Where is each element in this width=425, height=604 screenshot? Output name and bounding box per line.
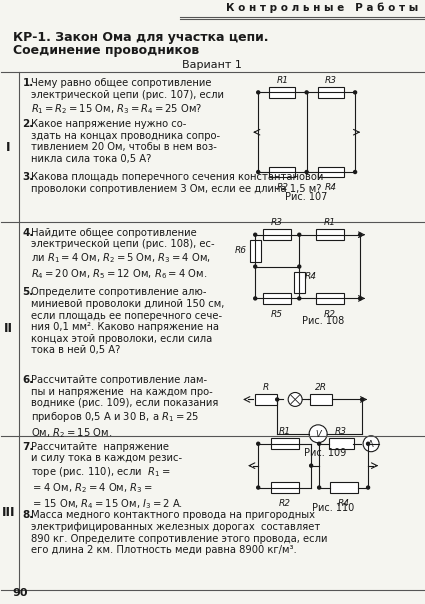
Text: Соединение проводников: Соединение проводников (12, 43, 198, 57)
Circle shape (276, 398, 279, 401)
Text: R1: R1 (276, 76, 289, 85)
Text: Какое напряжение нужно со-
здать на концах проводника сопро-
тивлением 20 Ом, чт: Какое напряжение нужно со- здать на конц… (31, 119, 220, 164)
Text: 2R: 2R (315, 383, 327, 392)
Text: R2: R2 (279, 499, 291, 508)
Circle shape (363, 435, 379, 452)
Circle shape (298, 265, 301, 268)
FancyBboxPatch shape (271, 439, 299, 449)
Text: A: A (368, 440, 374, 449)
Circle shape (257, 170, 260, 173)
Text: Рис. 107: Рис. 107 (286, 192, 328, 202)
Circle shape (367, 486, 370, 489)
FancyBboxPatch shape (318, 87, 344, 98)
Text: R3: R3 (335, 427, 347, 436)
Text: 90: 90 (12, 588, 28, 598)
Text: Какова площадь поперечного сечения константановой
проволоки сопротивлением 3 Ом,: Какова площадь поперечного сечения конст… (31, 172, 323, 194)
FancyBboxPatch shape (263, 293, 291, 304)
FancyBboxPatch shape (330, 482, 357, 493)
Text: 7.: 7. (23, 442, 34, 452)
Circle shape (298, 233, 301, 236)
Text: 3.: 3. (23, 172, 34, 182)
Text: Найдите общее сопротивление
электрической цепи (рис. 108), ес-
ли $R_1 = 4$ Ом, : Найдите общее сопротивление электрическо… (31, 228, 214, 281)
Circle shape (359, 233, 362, 236)
Circle shape (360, 398, 363, 401)
Text: Рассчитайте сопротивление лам-
пы и напряжение  на каждом про-
воднике (рис. 109: Рассчитайте сопротивление лам- пы и напр… (31, 375, 218, 440)
FancyBboxPatch shape (318, 167, 344, 178)
Circle shape (298, 297, 301, 300)
Text: R3: R3 (271, 218, 283, 227)
Text: R4: R4 (304, 272, 316, 281)
Circle shape (354, 91, 357, 94)
Text: 5.: 5. (23, 288, 34, 298)
Circle shape (309, 425, 327, 443)
Circle shape (317, 486, 320, 489)
Text: R2: R2 (276, 184, 289, 193)
Circle shape (305, 91, 308, 94)
Text: R1: R1 (279, 427, 291, 436)
Circle shape (310, 464, 313, 467)
FancyBboxPatch shape (269, 87, 295, 98)
Circle shape (359, 297, 362, 300)
Circle shape (305, 170, 308, 173)
Text: II: II (4, 323, 13, 335)
Circle shape (367, 442, 370, 445)
Text: I: I (6, 141, 11, 153)
Text: КР-1. Закон Ома для участка цепи.: КР-1. Закон Ома для участка цепи. (12, 31, 268, 43)
Text: 2.: 2. (23, 119, 34, 129)
Circle shape (254, 233, 257, 236)
Circle shape (257, 486, 260, 489)
FancyBboxPatch shape (294, 272, 305, 294)
Text: R3: R3 (325, 76, 337, 85)
FancyBboxPatch shape (263, 230, 291, 240)
Circle shape (254, 265, 257, 268)
Circle shape (257, 442, 260, 445)
Text: 8.: 8. (23, 510, 34, 521)
Circle shape (317, 442, 320, 445)
Text: 1.: 1. (23, 79, 34, 88)
Text: 4.: 4. (23, 228, 34, 238)
Text: Рис. 109: Рис. 109 (304, 448, 346, 458)
Text: Чему равно общее сопротивление
электрической цепи (рис. 107), если
$R_1 = R_2 = : Чему равно общее сопротивление электриче… (31, 79, 224, 116)
Text: R6: R6 (235, 246, 247, 255)
FancyBboxPatch shape (255, 394, 277, 405)
Circle shape (257, 91, 260, 94)
Text: V: V (315, 430, 321, 439)
Text: Рис. 110: Рис. 110 (312, 504, 354, 513)
Text: R4: R4 (337, 499, 350, 508)
Text: R1: R1 (324, 218, 336, 227)
Text: Рассчитайте  напряжение
и силу тока в каждом резис-
торе (рис. 110), если  $R_1 : Рассчитайте напряжение и силу тока в каж… (31, 442, 183, 511)
Circle shape (288, 393, 302, 406)
Text: Рис. 108: Рис. 108 (301, 316, 344, 326)
Text: Масса медного контактного провода на пригородных
электрифицированных железных до: Масса медного контактного провода на при… (31, 510, 327, 555)
Text: 6.: 6. (23, 375, 34, 385)
FancyBboxPatch shape (316, 293, 344, 304)
Text: III: III (2, 506, 15, 519)
Text: Вариант 1: Вариант 1 (182, 60, 242, 69)
FancyBboxPatch shape (316, 230, 344, 240)
FancyBboxPatch shape (269, 167, 295, 178)
Circle shape (254, 297, 257, 300)
FancyBboxPatch shape (271, 482, 299, 493)
Text: R2: R2 (324, 310, 336, 319)
Circle shape (354, 170, 357, 173)
FancyBboxPatch shape (329, 439, 354, 449)
Text: R: R (263, 383, 269, 392)
Text: R4: R4 (325, 184, 337, 193)
Text: К о н т р о л ь н ы е   Р а б о т ы: К о н т р о л ь н ы е Р а б о т ы (226, 2, 418, 13)
Text: Определите сопротивление алю-
миниевой проволоки длиной 150 см,
если площадь ее : Определите сопротивление алю- миниевой п… (31, 288, 224, 356)
Text: R5: R5 (271, 310, 283, 319)
FancyBboxPatch shape (250, 240, 261, 262)
FancyBboxPatch shape (310, 394, 332, 405)
